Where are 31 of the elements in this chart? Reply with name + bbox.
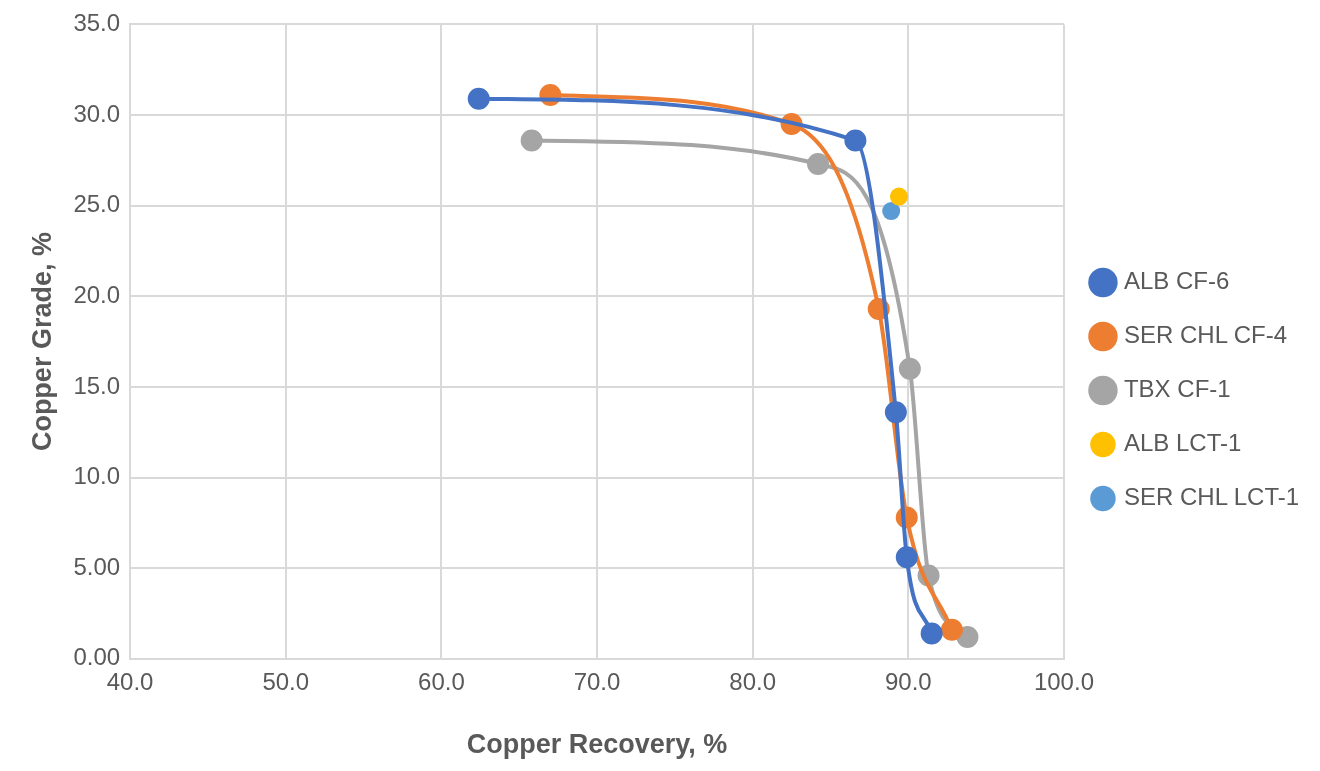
x-tick-label: 60.0 — [418, 667, 465, 695]
x-tick-label: 50.0 — [262, 667, 310, 695]
legend-label: SER CHL CF-4 — [1123, 321, 1288, 349]
y-tick-label: 15.0 — [73, 371, 121, 399]
y-axis-title: Copper Grade, % — [26, 232, 57, 452]
y-tick-label: 5.00 — [73, 552, 121, 580]
point — [940, 618, 963, 641]
x-axis-title: Copper Recovery, % — [466, 729, 728, 760]
point — [520, 129, 543, 152]
y-tick-label: 20.0 — [73, 280, 121, 308]
x-tick-label: 100.0 — [1033, 667, 1094, 695]
legend-label: ALB LCT-1 — [1123, 429, 1242, 457]
x-tick-label: 90.0 — [884, 667, 932, 695]
point — [920, 622, 943, 645]
point — [807, 152, 830, 175]
legend-label: TBX CF-1 — [1123, 375, 1231, 403]
y-tick-label: 30.0 — [73, 99, 121, 127]
y-tick-label: 35.0 — [73, 9, 121, 37]
point — [884, 401, 907, 424]
x-tick-label: 70.0 — [573, 667, 621, 695]
point — [895, 546, 918, 569]
y-tick-label: 10.0 — [73, 462, 121, 490]
legend-label: ALB CF-6 — [1123, 267, 1230, 295]
point — [898, 357, 921, 380]
y-tick-label: 25.0 — [73, 190, 121, 218]
point — [844, 129, 867, 152]
point — [889, 187, 908, 206]
legend-label: SER CHL LCT-1 — [1123, 483, 1300, 511]
point — [882, 202, 901, 221]
x-tick-label: 80.0 — [729, 667, 777, 695]
point — [467, 87, 490, 110]
